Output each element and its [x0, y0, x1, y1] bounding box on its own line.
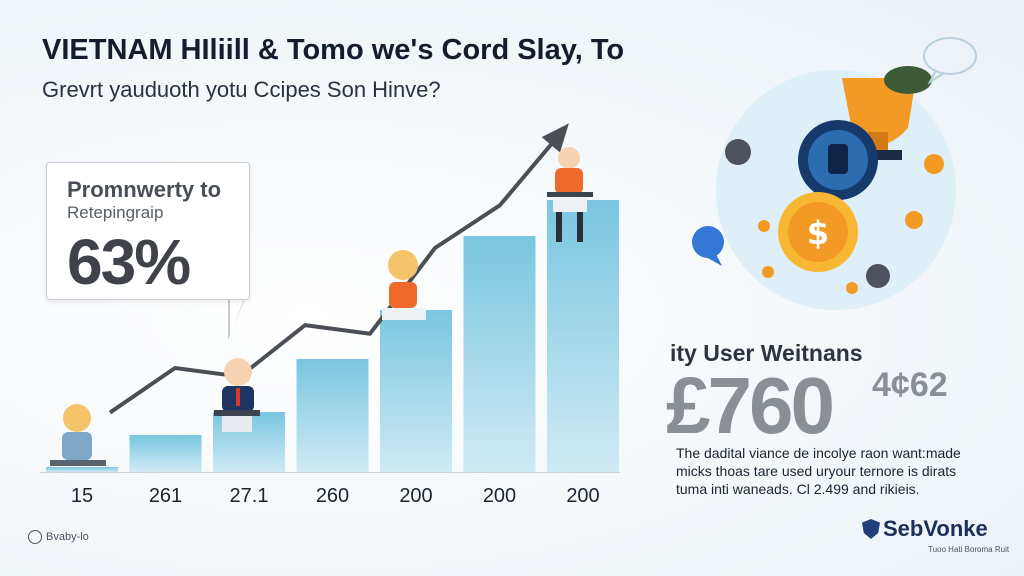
coin-icon: $: [778, 192, 858, 272]
callout-box: Promnwerty to Retepingraip 63%: [46, 162, 250, 300]
stats-value: £760: [666, 361, 835, 450]
brand-logo: SebVonke: [862, 516, 988, 542]
person-icon: [214, 358, 260, 432]
description-line: tuma inti waneads. Cl 2.499 and rikieis.: [676, 481, 920, 497]
callout-tail-fill: [229, 296, 245, 336]
bar-6: [547, 200, 619, 472]
stats-value-sup: 4¢62: [872, 366, 948, 404]
x-tick-label: 260: [316, 485, 349, 507]
brand-tagline: Tuoo Hati Boroma Ruit: [928, 545, 1010, 554]
footer-left: Bvaby-lo: [28, 530, 89, 544]
coin-icon: [866, 264, 890, 288]
svg-text:$: $: [807, 214, 829, 252]
stats-description: The dadital viance de incolye raon want:…: [676, 444, 976, 498]
bar-4: [380, 310, 452, 472]
shield-icon: [862, 519, 880, 539]
brand-name: SebVonke: [883, 516, 988, 541]
coin-icon: [924, 154, 944, 174]
coin-icon: [758, 220, 770, 232]
trend-arrowhead: [541, 123, 569, 153]
x-tick-label: 200: [483, 485, 516, 507]
chart-title: VIETNAM HIliill & Tomo we's Cord Slay, T…: [42, 34, 625, 66]
trend-line: [108, 126, 567, 415]
bar-1: [129, 435, 202, 472]
person-icon: [382, 250, 426, 320]
stats-heading: ity User Weitnans: [670, 340, 863, 366]
description-line: The dadital viance de incolye raon want:…: [676, 445, 961, 461]
x-tick-label: 15: [71, 485, 93, 507]
coin-icon: [762, 266, 774, 278]
x-tick-label: 200: [566, 485, 599, 507]
chat-bubble-icon: [923, 37, 977, 85]
callout-value: 63%: [67, 226, 191, 298]
badge-icon: [28, 530, 42, 544]
x-tick-label: 27.1: [230, 485, 269, 507]
bar-0: [46, 467, 118, 472]
callout-heading: Promnwerty to: [67, 177, 222, 202]
bar-5: [463, 236, 536, 472]
person-icon: [50, 404, 106, 466]
person-icon: [547, 147, 593, 242]
chart-subtitle: Grevrt yauduoth yotu Ccipes Son Hinve?: [42, 77, 441, 102]
callout-subheading: Retepingraip: [67, 203, 164, 222]
description-line: micks thoas tare used uryour ternore is …: [676, 463, 957, 479]
footer-left-text: Bvaby-lo: [46, 530, 89, 543]
coin-icon: [798, 120, 878, 200]
coin-icon: [905, 211, 923, 229]
x-tick-label: 261: [149, 485, 182, 507]
x-tick-label: 200: [399, 485, 432, 507]
coin-icon: [846, 282, 858, 294]
coin-icon: [725, 139, 751, 165]
chat-bubble-icon: [692, 226, 724, 266]
bar-3: [296, 359, 369, 472]
